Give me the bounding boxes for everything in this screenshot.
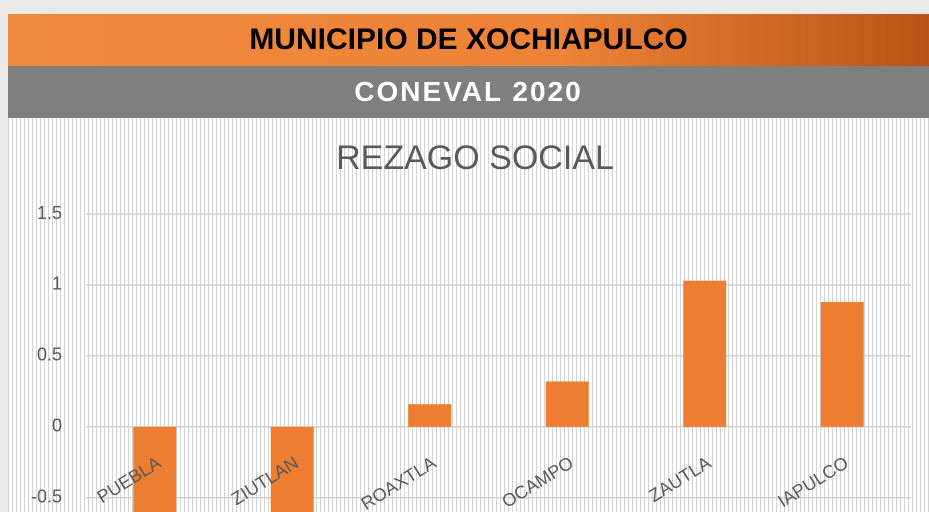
- y-tick-label: 1.5: [37, 203, 62, 223]
- bar: [545, 381, 589, 427]
- x-tick-label: IAPULCO: [774, 452, 852, 511]
- bar: [133, 426, 177, 512]
- bar: [408, 404, 452, 427]
- y-tick-label: 0: [52, 416, 62, 436]
- bar: [270, 426, 314, 512]
- bar: [683, 280, 727, 427]
- y-tick-label: 0.5: [37, 345, 62, 365]
- x-tick-label: ROAXTLA: [358, 452, 440, 512]
- chart-title: REZAGO SOCIAL: [336, 139, 614, 177]
- y-tick-label: 1: [52, 274, 62, 294]
- y-tick-label: -0.5: [31, 487, 62, 507]
- header-title: MUNICIPIO DE XOCHIAPULCO: [8, 14, 929, 66]
- header-subtitle: CONEVAL 2020: [8, 66, 929, 118]
- bar: [820, 301, 864, 427]
- x-tick-label: OCAMPO: [498, 452, 576, 511]
